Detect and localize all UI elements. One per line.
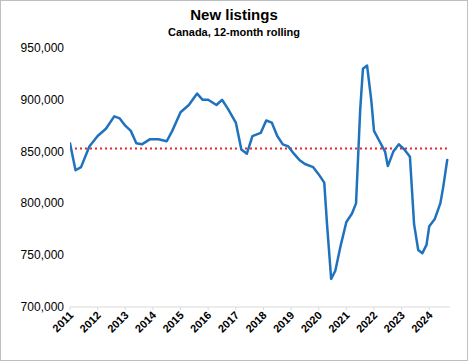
x-tick [291, 307, 292, 310]
x-tick [401, 307, 402, 310]
plot-area [70, 66, 450, 279]
x-tick-label: 2013 [105, 309, 131, 335]
series-line [70, 66, 447, 279]
y-tick [67, 255, 70, 256]
x-tick-label: 2024 [409, 308, 435, 334]
x-tick-label: 2019 [271, 309, 297, 335]
y-tick-label: 800,000 [21, 196, 65, 210]
chart: New listings Canada, 12-month rolling 700,… [0, 0, 468, 361]
x-tick [346, 307, 347, 310]
x-axis-line [70, 307, 450, 308]
y-tick [67, 203, 70, 204]
x-tick-label: 2017 [215, 309, 241, 335]
x-tick-label: 2023 [381, 309, 407, 335]
x-tick-label: 2014 [133, 308, 159, 334]
x-tick-label: 2018 [243, 309, 269, 335]
x-tick [180, 307, 181, 310]
y-tick-label: 850,000 [21, 145, 65, 159]
y-tick [67, 99, 70, 100]
x-tick-label: 2011 [50, 309, 75, 334]
title: New listings [190, 6, 278, 23]
y-tick-label: 700,000 [21, 300, 65, 314]
x-tick [125, 307, 126, 310]
x-tick [374, 307, 375, 310]
y-tick-label: 900,000 [21, 93, 65, 107]
x-tick-label: 2021 [326, 309, 352, 335]
x-tick-label: 2020 [298, 309, 324, 335]
x-tick [97, 307, 98, 310]
chart-container: New listings Canada, 12-month rolling 700,… [0, 0, 468, 361]
x-tick [235, 307, 236, 310]
x-tick-label: 2015 [160, 309, 186, 335]
y-tick [67, 151, 70, 152]
y-tick-label: 950,000 [21, 41, 65, 55]
y-tick-label: 750,000 [21, 248, 65, 262]
x-tick [152, 307, 153, 310]
x-tick [208, 307, 209, 310]
reference-line [70, 147, 450, 149]
x-tick [318, 307, 319, 310]
x-tick-label: 2012 [77, 309, 103, 335]
x-tick [70, 307, 71, 310]
x-tick [263, 307, 264, 310]
x-tick-label: 2016 [188, 309, 214, 335]
y-tick [67, 48, 70, 49]
x-tick [429, 307, 430, 310]
subtitle: Canada, 12-month rolling [168, 26, 300, 38]
x-tick-label: 2022 [354, 309, 380, 335]
chart-frame [1, 1, 468, 361]
